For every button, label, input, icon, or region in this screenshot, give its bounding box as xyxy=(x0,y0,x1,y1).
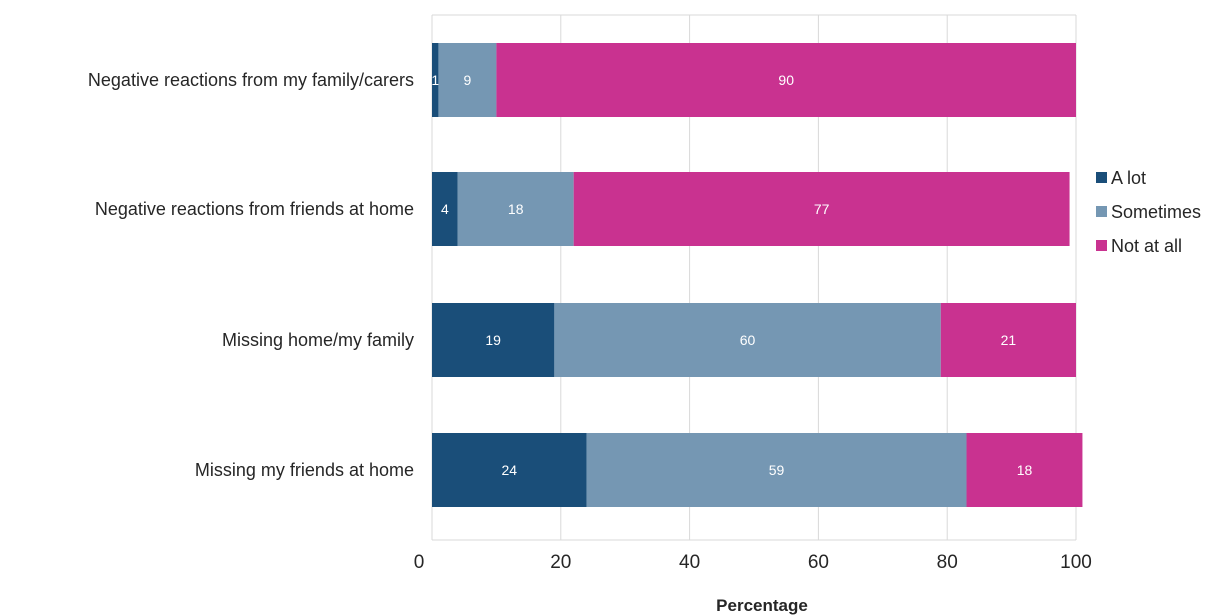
bar-segment xyxy=(432,43,439,117)
x-tick-label: 20 xyxy=(550,552,571,573)
x-tick-label: 80 xyxy=(937,552,958,573)
data-label: 4 xyxy=(441,201,449,217)
bar-segment xyxy=(432,303,555,377)
bar-segment xyxy=(438,43,497,117)
legend-swatch xyxy=(1096,206,1107,217)
data-label: 18 xyxy=(1017,462,1033,478)
x-tick-label: 40 xyxy=(679,552,700,573)
bar-segment xyxy=(586,433,967,507)
bar-segment xyxy=(496,43,1076,117)
data-label: 59 xyxy=(769,462,785,478)
data-label: 19 xyxy=(485,332,501,348)
legend-label: A lot xyxy=(1111,168,1146,188)
bar-segment xyxy=(457,172,574,246)
category-label: Negative reactions from my family/carers xyxy=(88,70,414,90)
legend-swatch xyxy=(1096,240,1107,251)
bar-segment xyxy=(573,172,1070,246)
data-label: 1 xyxy=(431,72,439,88)
category-label: Missing home/my family xyxy=(222,330,414,350)
category-label: Negative reactions from friends at home xyxy=(95,199,414,219)
x-axis-ticks: 0 20 40 60 80 100 xyxy=(414,552,1092,573)
bar-segment xyxy=(554,303,941,377)
x-axis-title: Percentage xyxy=(716,596,808,615)
category-labels: Negative reactions from my family/carers… xyxy=(88,70,414,480)
data-label: 77 xyxy=(814,201,830,217)
bar-segment xyxy=(432,172,458,246)
bar-segment xyxy=(432,433,587,507)
x-tick-label: 60 xyxy=(808,552,829,573)
data-label: 21 xyxy=(1001,332,1017,348)
legend-label: Not at all xyxy=(1111,236,1182,256)
legend-swatch xyxy=(1096,172,1107,183)
legend-label: Sometimes xyxy=(1111,202,1201,222)
data-label: 90 xyxy=(778,72,794,88)
x-tick-label: 100 xyxy=(1060,552,1092,573)
bar-segment xyxy=(940,303,1076,377)
bar-segment xyxy=(966,433,1083,507)
x-tick-label: 0 xyxy=(414,552,425,573)
category-label: Missing my friends at home xyxy=(195,460,414,480)
data-label: 9 xyxy=(464,72,472,88)
data-label: 18 xyxy=(508,201,524,217)
legend: A lot Sometimes Not at all xyxy=(1096,168,1201,256)
data-label: 24 xyxy=(501,462,517,478)
data-label: 60 xyxy=(740,332,756,348)
